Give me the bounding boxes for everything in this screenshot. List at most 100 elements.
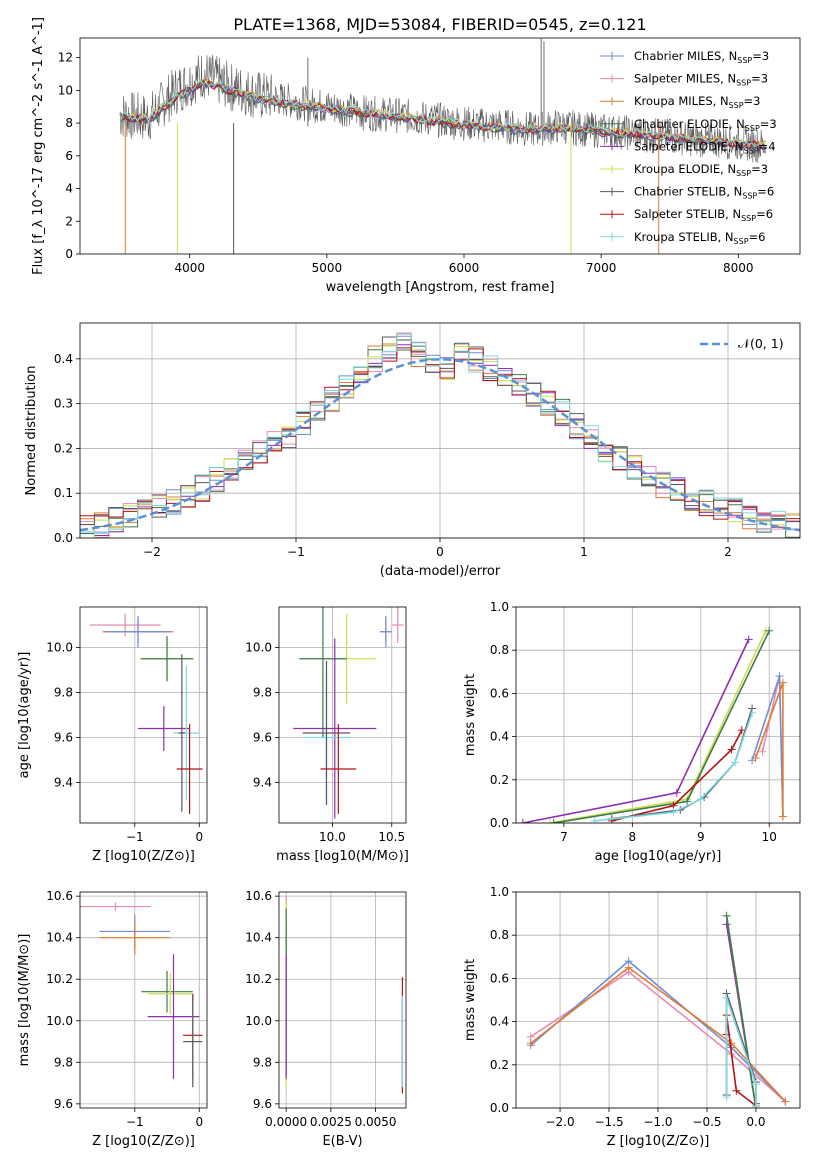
y-tick-label: 9.4 [253, 776, 272, 790]
legend-label: Salpeter ELODIE, NSSP=4 [634, 139, 776, 155]
y-tick-label: 9.8 [253, 1055, 272, 1069]
x-tick-label: 0.0050 [355, 1115, 397, 1129]
y-axis-label: mass [log10(M/M⊙)] [17, 934, 32, 1067]
weight-line [725, 915, 757, 1108]
y-tick-label: 0.2 [490, 773, 509, 787]
x-axis-label: Z [log10(Z/Z⊙)] [607, 1134, 710, 1149]
plot-area [80, 332, 800, 538]
weight-vs-age-panel: 7 8 9 10 0.0 0.2 0.4 0.6 0.8 1.0 age [log10(age/yr… [463, 600, 801, 864]
y-tick-label: 10 [58, 83, 73, 97]
x-tick-label: 9 [697, 830, 705, 844]
spectrum-panel: 4000 5000 6000 7000 8000 0 2 4 6 8 10 12 wavelength … [31, 17, 801, 295]
legend-count: =3 [760, 117, 777, 131]
x-tick-label: −0.5 [692, 1115, 721, 1129]
x-tick-label: 8000 [723, 261, 754, 275]
x-axis-label: wavelength [Angstrom, rest frame] [326, 280, 555, 295]
legend-subscript: SSP [734, 237, 749, 246]
y-tick-label: 8 [65, 116, 73, 130]
legend-count: =6 [757, 185, 774, 199]
y-tick-label: 9.4 [54, 776, 73, 790]
y-tick-label: 9.6 [253, 1097, 272, 1111]
x-tick-label: 0.0000 [265, 1115, 307, 1129]
y-tick-label: 1.0 [490, 600, 509, 614]
legend-subscript: SSP [744, 146, 759, 155]
x-tick-label: 10.0 [319, 830, 346, 844]
y-tick-label: 2 [65, 214, 73, 228]
y-axis-label: Flux [f_λ 10^-17 erg cm^-2 s^-1 A^-1] [31, 17, 46, 275]
legend-subscript: SSP [736, 169, 751, 178]
y-tick-label: 0.0 [490, 1101, 509, 1115]
legend-subscript: SSP [737, 56, 752, 65]
plot-area [293, 607, 404, 819]
y-tick-label: 0.4 [490, 730, 509, 744]
legend-count: =3 [751, 72, 768, 86]
x-tick-label: 5000 [312, 261, 343, 275]
y-tick-label: 10.0 [245, 641, 272, 655]
x-tick-label: −1 [126, 830, 144, 844]
x-tick-label: −2.0 [545, 1115, 574, 1129]
y-tick-label: 10.0 [46, 641, 73, 655]
legend-label: 𝒩(0, 1) [738, 336, 784, 351]
y-tick-label: 0.1 [54, 486, 73, 500]
axes-frame [79, 37, 801, 255]
normal-curve [80, 358, 800, 532]
x-tick-label: −2 [143, 545, 161, 559]
y-tick-label: 0.6 [490, 686, 509, 700]
y-tick-label: 0.4 [490, 1015, 509, 1029]
y-tick-label: 4 [65, 182, 73, 196]
weight-line [522, 639, 750, 823]
legend-count: =3 [751, 162, 768, 176]
x-tick-label: 8 [629, 830, 637, 844]
y-tick-label: 10.0 [245, 1014, 272, 1028]
mass-vs-metallicity-panel: −1 0 9.6 9.8 10.0 10.2 10.4 10.6 Z [log10(Z/Z⊙)]… [17, 889, 208, 1149]
legend-count: =3 [752, 49, 769, 63]
y-tick-label: 10.6 [46, 889, 73, 903]
y-axis-label: mass weight [463, 674, 478, 756]
weight-line [553, 630, 770, 823]
x-tick-label: 10.5 [378, 830, 405, 844]
residuals-panel: −2 −1 0 1 2 0.0 0.1 0.2 0.3 0.4 (data-model)/error… [24, 322, 801, 579]
y-tick-label: 0.2 [54, 441, 73, 455]
legend-count: =4 [759, 139, 776, 153]
legend-label: Kroupa ELODIE, NSSP=3 [634, 162, 768, 178]
y-tick-label: 0.6 [490, 971, 509, 985]
y-tick-label: 0.0 [490, 816, 509, 830]
x-tick-label: 0.0 [746, 1115, 765, 1129]
y-tick-label: 0.2 [490, 1058, 509, 1072]
y-axis-label: mass weight [463, 959, 478, 1041]
weight-line [530, 960, 786, 1103]
axes-frame [79, 891, 208, 1109]
y-tick-label: 1.0 [490, 885, 509, 899]
plot-area [285, 896, 404, 1094]
legend-label: Salpeter MILES, NSSP=3 [634, 72, 768, 88]
y-tick-label: 9.8 [54, 686, 73, 700]
x-tick-label: −1.0 [643, 1115, 672, 1129]
weight-line [725, 1014, 757, 1107]
x-tick-label: 6000 [449, 261, 480, 275]
legend-count: =6 [756, 207, 773, 221]
x-tick-label: 4000 [174, 261, 205, 275]
legend-label: Kroupa STELIB, NSSP=6 [634, 230, 765, 246]
figure-title: PLATE=1368, MJD=53084, FIBERID=0545, z=0… [233, 15, 646, 34]
y-tick-label: 10.4 [46, 931, 73, 945]
y-tick-label: 0.8 [490, 928, 509, 942]
y-tick-label: 9.8 [54, 1055, 73, 1069]
legend-subscript: SSP [742, 192, 757, 201]
x-tick-label: 0 [195, 830, 203, 844]
age-vs-mass-panel: 10.0 10.5 9.4 9.6 9.8 10.0 mass [log10(M/M⊙)] [245, 606, 409, 864]
legend-count: =3 [744, 94, 761, 108]
y-tick-label: 10.4 [245, 931, 272, 945]
x-tick-label: 0.0025 [310, 1115, 352, 1129]
y-tick-label: 9.6 [54, 731, 73, 745]
x-axis-label: E(B-V) [322, 1134, 362, 1149]
plot-area [119, 38, 767, 254]
x-tick-label: −1.5 [594, 1115, 623, 1129]
x-tick-label: −1 [126, 1115, 144, 1129]
x-tick-label: 7000 [586, 261, 617, 275]
y-tick-label: 12 [58, 51, 73, 65]
y-tick-label: 9.6 [253, 731, 272, 745]
plot-area [80, 902, 203, 1088]
mass-vs-ebv-panel: 0.0000 0.0025 0.0050 9.6 9.8 10.0 10.2 10.4 10.6… [245, 889, 407, 1149]
legend-subscript: SSP [736, 79, 751, 88]
age-vs-metallicity-panel: −1 0 9.4 9.6 9.8 10.0 Z [log10(Z/Z⊙)] age [log1… [17, 606, 208, 864]
